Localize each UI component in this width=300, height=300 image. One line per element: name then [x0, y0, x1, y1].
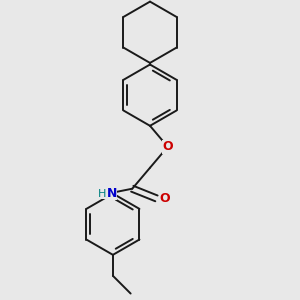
Text: O: O — [159, 192, 170, 205]
Text: N: N — [106, 187, 117, 200]
Text: O: O — [162, 140, 173, 153]
Text: H: H — [98, 188, 106, 199]
